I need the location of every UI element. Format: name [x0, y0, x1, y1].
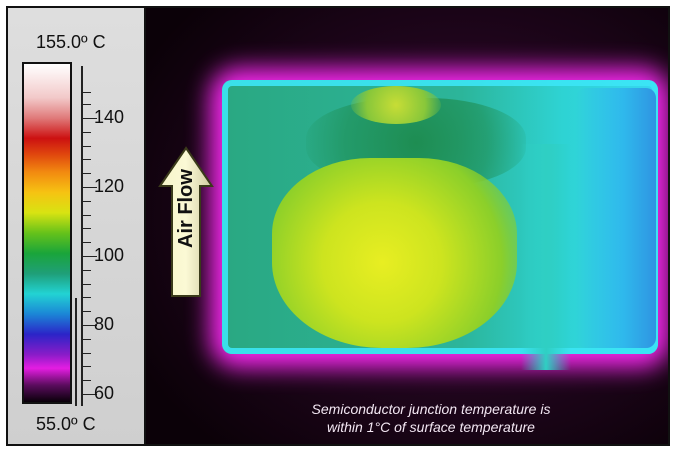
scale-tick [83, 353, 91, 354]
scale-tick-label-100: 100 [94, 245, 125, 265]
scale-tick [83, 159, 91, 160]
caption-line-2: within 1°C of surface temperature [327, 419, 535, 435]
caption-line-1: Semiconductor junction temperature is [311, 401, 551, 417]
scale-axis-line-secondary [75, 298, 77, 406]
scale-tick-label-80: 80 [94, 314, 115, 334]
scale-tick [83, 215, 91, 216]
temperature-scale-panel: 155.0º C 140 120 100 80 60 55.0º C [8, 8, 146, 444]
scale-min-label: 55.0º C [36, 414, 96, 434]
air-flow-label: Air Flow [175, 169, 197, 248]
scale-tick [83, 339, 91, 340]
scale-tick [83, 284, 91, 285]
scale-tick [83, 311, 91, 312]
scale-tick [83, 366, 91, 367]
hot-spot-region [272, 158, 517, 348]
scale-tick [83, 380, 91, 381]
scale-tick [83, 132, 91, 133]
scale-tick [83, 201, 91, 202]
scale-tick-major [83, 256, 97, 257]
air-flow-arrow-icon [158, 146, 214, 297]
scale-tick [83, 92, 91, 93]
scale-tick-label-140: 140 [94, 107, 125, 127]
scale-tick [83, 242, 91, 243]
scale-tick [83, 297, 91, 298]
thermal-image-frame: 155.0º C 140 120 100 80 60 55.0º C [6, 6, 670, 446]
scale-tick-major [83, 187, 97, 188]
caption: Semiconductor junction temperature is wi… [276, 400, 586, 436]
scale-max-label: 155.0º C [36, 32, 106, 52]
scale-tick [83, 228, 91, 229]
scale-tick [83, 270, 91, 271]
temperature-colorbar [22, 62, 72, 404]
cool-edge-region [576, 88, 656, 348]
hot-spot-top [351, 86, 441, 124]
scale-tick-major [83, 118, 97, 119]
scale-axis-line [81, 66, 83, 406]
scale-tick [83, 146, 91, 147]
scale-tick-major [83, 394, 97, 395]
scale-tick [83, 173, 91, 174]
scale-tick-major [83, 325, 97, 326]
thermal-image: Air Flow Semiconductor junction temperat… [146, 8, 668, 444]
board-gap [521, 144, 571, 370]
scale-tick-label-120: 120 [94, 176, 125, 196]
scale-tick-label-60: 60 [94, 383, 115, 403]
scale-tick [83, 104, 91, 105]
